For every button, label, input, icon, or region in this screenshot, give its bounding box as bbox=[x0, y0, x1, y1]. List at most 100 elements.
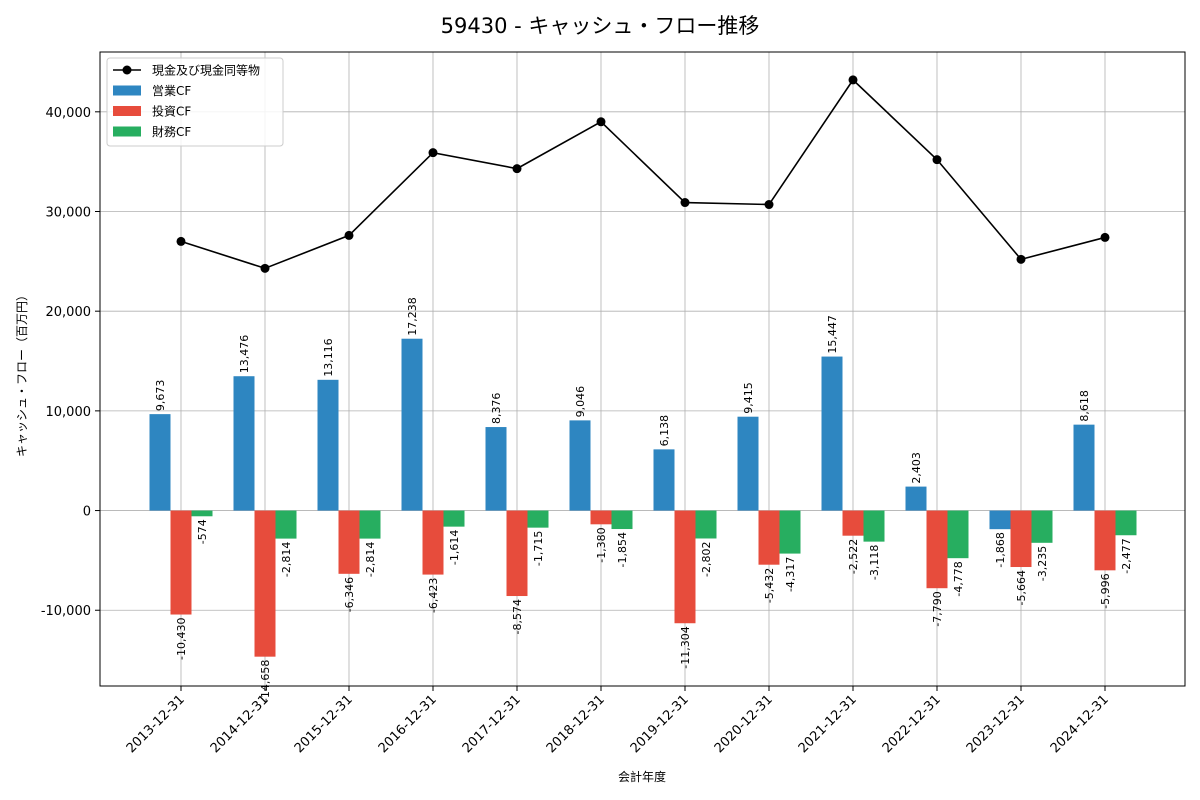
data-label: -4,778 bbox=[952, 561, 965, 596]
y-tick-label: -10,000 bbox=[41, 604, 91, 619]
bar bbox=[317, 379, 339, 511]
data-label: -5,996 bbox=[1099, 573, 1112, 608]
x-tick-label: 2017-12-31 bbox=[460, 692, 524, 756]
bar bbox=[989, 510, 1011, 530]
legend-label: 財務CF bbox=[152, 124, 191, 139]
bar bbox=[485, 427, 507, 511]
data-label: -1,380 bbox=[595, 527, 608, 562]
legend-label: 営業CF bbox=[152, 84, 191, 98]
data-label: -3,235 bbox=[1036, 546, 1049, 581]
x-tick-label: 2023-12-31 bbox=[964, 692, 1028, 756]
data-label: 2,403 bbox=[910, 452, 923, 484]
data-label: 8,376 bbox=[490, 393, 503, 425]
bar bbox=[695, 510, 717, 539]
cash-point bbox=[512, 164, 522, 174]
legend-bar-swatch bbox=[113, 126, 141, 137]
data-label: -3,118 bbox=[868, 545, 881, 580]
bar bbox=[233, 376, 255, 511]
x-tick-label: 2018-12-31 bbox=[544, 692, 608, 756]
bar bbox=[758, 510, 780, 565]
x-tick-label: 2024-12-31 bbox=[1048, 692, 1112, 756]
bar bbox=[527, 510, 549, 528]
bar bbox=[443, 510, 465, 527]
data-label: -2,814 bbox=[280, 542, 293, 577]
cash-line-group bbox=[176, 75, 1110, 273]
y-tick-label: 10,000 bbox=[46, 405, 92, 420]
data-label: -5,664 bbox=[1015, 570, 1028, 605]
data-label: 6,138 bbox=[658, 415, 671, 447]
cash-point bbox=[848, 75, 858, 85]
plot-frame bbox=[99, 51, 1186, 687]
data-label: -11,304 bbox=[679, 626, 692, 668]
bar bbox=[821, 356, 843, 511]
data-label: 13,116 bbox=[322, 338, 335, 377]
y-tick-label: 40,000 bbox=[46, 106, 92, 121]
cash-point bbox=[428, 148, 438, 158]
bar bbox=[1115, 510, 1137, 536]
y-tick-label: 20,000 bbox=[46, 305, 92, 320]
data-label: -7,790 bbox=[931, 591, 944, 626]
bar bbox=[401, 338, 423, 511]
x-tick-label: 2020-12-31 bbox=[712, 692, 776, 756]
cash-line bbox=[180, 78, 1106, 270]
data-label: -8,574 bbox=[511, 599, 524, 634]
bar bbox=[590, 510, 612, 525]
data-label: -2,802 bbox=[700, 541, 713, 576]
legend-marker bbox=[122, 65, 132, 75]
data-label: -1,868 bbox=[994, 532, 1007, 567]
data-label: 17,238 bbox=[406, 297, 419, 336]
data-label: -6,423 bbox=[427, 578, 440, 613]
y-tick-label: 0 bbox=[83, 505, 91, 520]
bar bbox=[191, 510, 213, 517]
data-label: -2,522 bbox=[847, 539, 860, 574]
x-tick-label: 2019-12-31 bbox=[628, 692, 692, 756]
data-label: -574 bbox=[196, 519, 209, 544]
bar bbox=[1094, 510, 1116, 571]
cash-point bbox=[1016, 254, 1026, 264]
bars-group bbox=[149, 338, 1137, 657]
x-tick-label: 2014-12-31 bbox=[208, 692, 272, 756]
legend-box bbox=[106, 57, 284, 147]
data-label: 9,046 bbox=[574, 386, 587, 418]
legend-bar-swatch bbox=[113, 85, 141, 96]
bar bbox=[674, 510, 696, 624]
cash-point bbox=[1100, 232, 1110, 242]
cash-point bbox=[764, 200, 774, 210]
legend-label: 現金及び現金同等物 bbox=[152, 63, 260, 78]
legend-bar-swatch bbox=[113, 106, 141, 116]
cash-point bbox=[680, 198, 690, 208]
bar bbox=[947, 510, 969, 559]
bar bbox=[1031, 510, 1053, 543]
bar bbox=[926, 510, 948, 589]
data-label: 15,447 bbox=[826, 315, 839, 354]
x-tick-label: 2015-12-31 bbox=[292, 692, 356, 756]
x-tick-label: 2022-12-31 bbox=[880, 692, 944, 756]
y-axis-label: キャッシュ・フロー（百万円） bbox=[15, 289, 29, 457]
bar bbox=[569, 420, 591, 511]
data-label: -4,317 bbox=[784, 557, 797, 592]
data-label: 9,415 bbox=[742, 382, 755, 414]
axes-group: -10,000 0 10,000 20,000 30,000 40,000 2013-12-… bbox=[41, 51, 1186, 756]
bar bbox=[506, 510, 528, 597]
data-label: -5,432 bbox=[763, 568, 776, 603]
data-label: -14,658 bbox=[259, 660, 272, 702]
bar bbox=[611, 510, 633, 530]
bar bbox=[779, 510, 801, 554]
data-label: 8,618 bbox=[1078, 390, 1091, 422]
data-label: -1,614 bbox=[448, 530, 461, 565]
bar bbox=[863, 510, 885, 542]
data-label: 9,673 bbox=[154, 380, 167, 412]
bar bbox=[1010, 510, 1032, 568]
data-label: -1,715 bbox=[532, 531, 545, 566]
x-tick-label: 2013-12-31 bbox=[124, 692, 188, 756]
cash-point bbox=[596, 117, 606, 127]
data-label: 13,476 bbox=[238, 335, 251, 374]
data-label: -2,477 bbox=[1120, 538, 1133, 573]
cash-point bbox=[932, 155, 942, 165]
x-axis-label: 会計年度 bbox=[618, 769, 666, 784]
bar bbox=[422, 510, 444, 575]
data-label: -10,430 bbox=[175, 618, 188, 660]
data-label: -1,854 bbox=[616, 532, 629, 567]
bar bbox=[149, 414, 171, 511]
